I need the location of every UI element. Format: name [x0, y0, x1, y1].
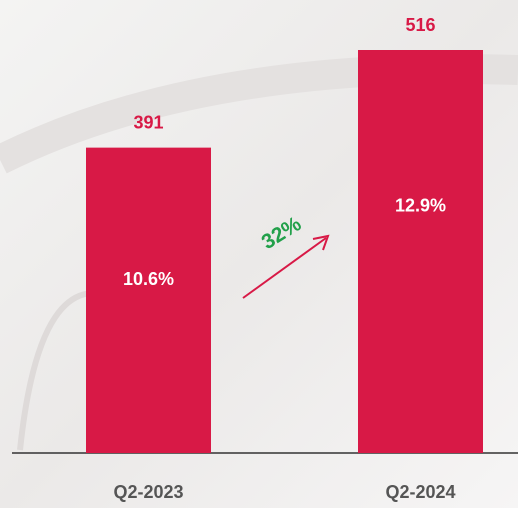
- value-label: 516: [405, 15, 435, 35]
- value-label: 391: [133, 112, 163, 132]
- share-label: 12.9%: [395, 195, 446, 215]
- x-tick-label: Q2-2023: [113, 482, 183, 502]
- share-label: 10.6%: [123, 269, 174, 289]
- page: 39110.6%Q2-202351612.9%Q2-202432% (() =>…: [0, 0, 518, 508]
- x-tick-label: Q2-2024: [385, 482, 455, 502]
- chart: 39110.6%Q2-202351612.9%Q2-202432%: [0, 0, 518, 508]
- bar: [86, 148, 211, 453]
- bar: [358, 50, 483, 453]
